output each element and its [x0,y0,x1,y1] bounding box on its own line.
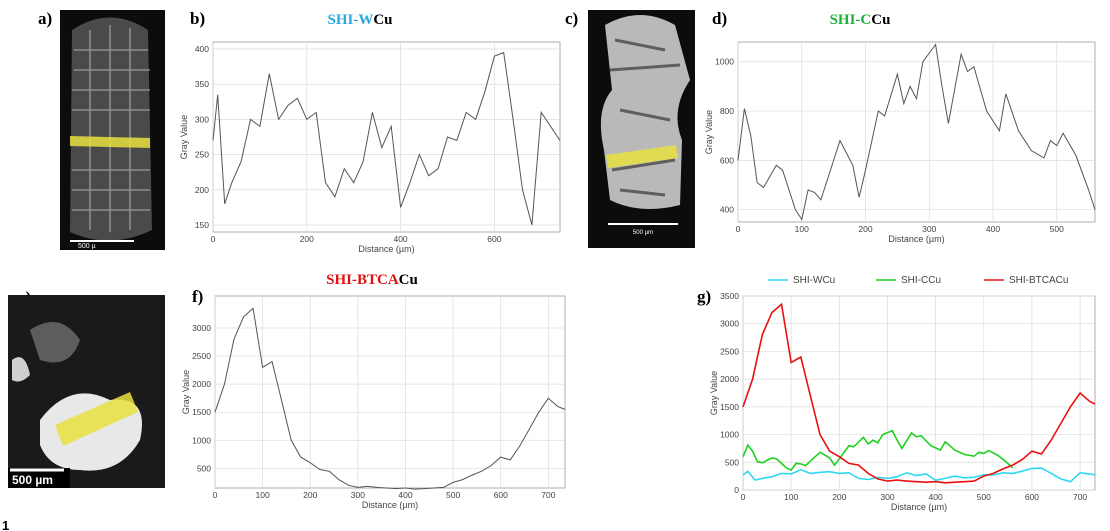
panel-label: a) [38,9,52,28]
title-part: Cu [399,272,418,288]
series-line [737,43,1096,221]
x-tick-label: 300 [880,492,894,502]
scale-bar-label: 500 µ [78,243,96,250]
plot-area [214,295,566,489]
x-tick-label: 400 [398,490,412,500]
y-axis-label: Gray Value [179,115,189,159]
x-tick-label: 600 [494,490,508,500]
x-tick-label: 300 [351,490,365,500]
x-tick-label: 200 [858,224,872,234]
y-tick-label: 600 [720,155,734,165]
x-tick-label: 600 [487,234,501,244]
panel-label: g) [697,287,711,306]
x-axis-label: Distance (µm) [891,502,947,512]
legend-label: SHI-CCu [901,275,941,286]
y-tick-label: 400 [720,205,734,215]
x-axis-label: Distance (µm) [888,234,944,244]
figure-number: 1 [2,518,9,531]
plot-area [742,295,1096,491]
x-axis-label: Distance (µm) [358,244,414,254]
x-tick-label: 0 [736,224,741,234]
x-tick-label: 0 [741,492,746,502]
title-part: SHI-W [327,12,373,28]
title-part: Cu [871,12,890,28]
series-line [212,51,561,226]
chart-title: SHI-BTCACu [326,272,418,288]
x-axis-label: Distance (µm) [362,500,418,510]
x-tick-label: 200 [832,492,846,502]
micrograph: 500 µm [588,10,695,248]
y-axis-label: Gray Value [181,370,191,414]
x-tick-label: 700 [541,490,555,500]
chart-title: SHI-WCu [327,12,392,28]
y-tick-label: 2000 [192,379,211,389]
title-part: Cu [373,12,392,28]
y-tick-label: 500 [197,463,211,473]
y-tick-label: 2000 [720,374,739,384]
panel-label: c) [565,9,578,28]
y-tick-label: 2500 [192,351,211,361]
y-tick-label: 300 [195,114,209,124]
y-tick-label: 1000 [192,435,211,445]
y-tick-label: 0 [734,485,739,495]
x-tick-label: 400 [986,224,1000,234]
x-tick-label: 0 [213,490,218,500]
y-tick-label: 3000 [720,319,739,329]
y-tick-label: 1000 [715,57,734,67]
y-tick-label: 1500 [720,402,739,412]
micrograph: 500 µm [8,295,165,488]
y-tick-label: 2500 [720,346,739,356]
legend-label: SHI-WCu [793,275,835,286]
y-tick-label: 3500 [720,291,739,301]
y-tick-label: 350 [195,79,209,89]
x-tick-label: 100 [256,490,270,500]
series-line [742,302,1096,484]
y-tick-label: 250 [195,150,209,160]
plot-area [737,41,1096,223]
micrograph: 500 µ [60,10,165,250]
scale-bar-label: 500 µm [12,473,53,487]
x-tick-label: 0 [211,234,216,244]
scale-bar-label: 500 µm [633,230,653,236]
y-tick-label: 1000 [720,430,739,440]
y-tick-label: 3000 [192,323,211,333]
x-tick-label: 200 [303,490,317,500]
x-tick-label: 500 [977,492,991,502]
y-tick-label: 800 [720,106,734,116]
y-axis-label: Gray Value [709,371,719,415]
x-tick-label: 600 [1025,492,1039,502]
y-tick-label: 150 [195,220,209,230]
x-tick-label: 300 [922,224,936,234]
x-tick-label: 400 [393,234,407,244]
y-axis-label: Gray Value [704,110,714,154]
x-tick-label: 700 [1073,492,1087,502]
title-part: SHI-BTCA [326,272,399,288]
y-tick-label: 1500 [192,407,211,417]
series-line [214,307,566,490]
y-tick-label: 500 [725,457,739,467]
x-tick-label: 500 [1050,224,1064,234]
x-tick-label: 500 [446,490,460,500]
title-part: SHI-C [830,12,872,28]
legend-label: SHI-BTCACu [1009,275,1068,286]
x-tick-label: 400 [929,492,943,502]
y-tick-label: 200 [195,185,209,195]
series-line [742,429,1014,471]
x-tick-label: 100 [795,224,809,234]
panel-label: d) [712,9,727,28]
series-line [742,467,1096,483]
chart-title: SHI-CCu [830,12,891,28]
y-tick-label: 400 [195,44,209,54]
panel-label: b) [190,9,205,28]
x-tick-label: 200 [300,234,314,244]
panel-label: f) [192,287,203,306]
x-tick-label: 100 [784,492,798,502]
